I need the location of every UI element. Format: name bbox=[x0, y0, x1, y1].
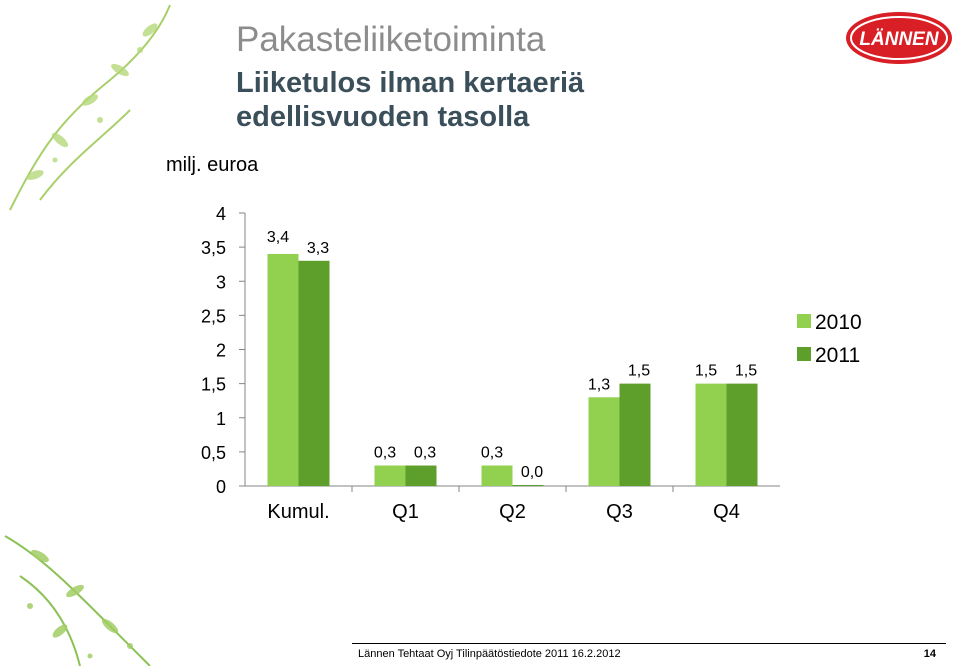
y-tick-label: 0 bbox=[216, 477, 226, 497]
footer-divider bbox=[352, 643, 946, 644]
data-label: 1,3 bbox=[588, 376, 610, 393]
page-number: 14 bbox=[923, 648, 936, 660]
bar-2011-kumul bbox=[298, 260, 330, 486]
legend-swatch-2010 bbox=[797, 314, 811, 328]
legend-swatch-2011 bbox=[797, 347, 811, 361]
x-tick-label: Q4 bbox=[713, 501, 740, 523]
data-label: 0,3 bbox=[414, 445, 436, 462]
bar-2011-q1 bbox=[405, 465, 437, 486]
data-label: 0,3 bbox=[374, 445, 396, 462]
y-tick-label: 1,5 bbox=[201, 375, 226, 395]
data-label: 3,3 bbox=[307, 240, 329, 257]
y-tick-label: 2,5 bbox=[201, 306, 226, 326]
legend-label-2010: 2010 bbox=[815, 311, 862, 334]
data-label: 1,5 bbox=[628, 363, 650, 380]
data-label: 3,4 bbox=[267, 229, 289, 246]
x-tick-label: Q2 bbox=[499, 501, 526, 523]
bar-2010-q4 bbox=[695, 383, 727, 486]
x-tick-label: Q1 bbox=[392, 501, 419, 523]
bar-2011-q2 bbox=[512, 485, 544, 486]
data-label: 1,5 bbox=[695, 363, 717, 380]
y-tick-label: 4 bbox=[216, 204, 226, 224]
bar-2011-q4 bbox=[726, 383, 758, 486]
bar-2010-q1 bbox=[374, 465, 406, 486]
vine-decoration-top-left bbox=[9, 4, 171, 211]
slide-title: Pakasteliiketoiminta bbox=[236, 20, 546, 59]
y-tick-label: 3 bbox=[216, 272, 226, 292]
bar-chart: 0 0,5 1 1,5 2 2,5 3 3,5 4 Kumul. 3,4 3,3 Q1 0,3 0,3 Q2 0… bbox=[201, 204, 862, 523]
x-tick-label: Q3 bbox=[606, 501, 633, 523]
vine-decoration-bottom-left bbox=[4, 535, 151, 666]
bar-2011-q3 bbox=[619, 383, 651, 486]
footer-text: Lännen Tehtaat Oyj Tilinpäätöstiedote 20… bbox=[358, 648, 621, 660]
logo-text: LÄNNEN bbox=[859, 29, 939, 50]
footer: Lännen Tehtaat Oyj Tilinpäätöstiedote 20… bbox=[0, 640, 960, 666]
slide-subtitle: Liiketulos ilman kertaeriä edellisvuoden… bbox=[236, 67, 585, 133]
legend-label-2011: 2011 bbox=[815, 344, 860, 367]
y-tick-label: 2 bbox=[216, 341, 226, 361]
data-label: 1,5 bbox=[735, 363, 757, 380]
x-tick-label: Kumul. bbox=[267, 501, 329, 523]
bar-2010-kumul bbox=[267, 253, 299, 486]
data-label: 0,0 bbox=[521, 464, 543, 481]
y-tick-label: 1 bbox=[216, 409, 226, 429]
lannen-logo: LÄNNEN bbox=[846, 12, 952, 64]
unit-label: milj. euroa bbox=[166, 154, 259, 176]
y-tick-label: 3,5 bbox=[201, 238, 226, 258]
y-tick-label: 0,5 bbox=[201, 443, 226, 463]
bar-2010-q3 bbox=[588, 397, 620, 486]
bar-2010-q2 bbox=[481, 465, 513, 486]
data-label: 0,3 bbox=[481, 445, 503, 462]
